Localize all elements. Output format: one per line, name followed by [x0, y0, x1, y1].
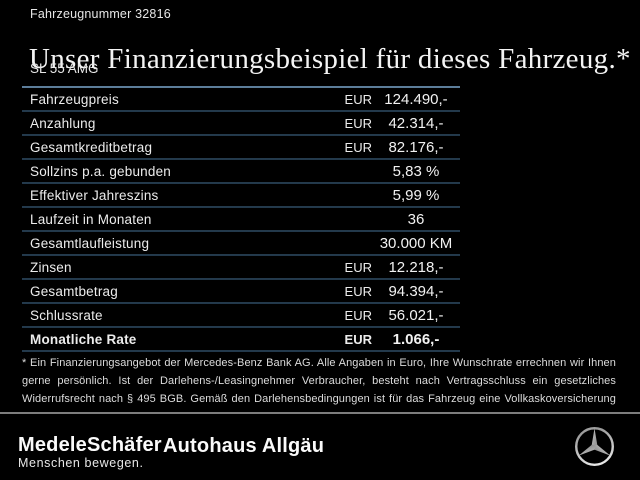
- row-value: 1.066,-: [392, 330, 440, 348]
- table-row: Schlussrate EUR 56.021,-: [22, 304, 460, 328]
- row-value: 94.394,-: [388, 282, 444, 300]
- table-row: Anzahlung EUR 42.314,-: [22, 112, 460, 136]
- table-row-monthly-rate: Monatliche Rate EUR 1.066,-: [22, 328, 460, 352]
- row-value: 36: [407, 210, 425, 228]
- row-label: Fahrzeugpreis: [30, 91, 119, 107]
- row-currency: EUR: [344, 307, 372, 323]
- row-value: 56.021,-: [388, 306, 444, 324]
- row-currency: EUR: [344, 139, 372, 155]
- mercedes-star-icon: [575, 427, 614, 466]
- footer-divider: [0, 412, 640, 414]
- row-currency: EUR: [344, 91, 372, 107]
- row-value: 124.490,-: [384, 90, 448, 108]
- row-currency: EUR: [344, 259, 372, 275]
- row-label: Gesamtlaufleistung: [30, 235, 150, 251]
- row-label: Sollzins p.a. gebunden: [30, 163, 172, 179]
- row-label: Anzahlung: [30, 115, 96, 131]
- financing-table: Fahrzeugpreis EUR 124.490,- Anzahlung EU…: [22, 86, 460, 352]
- page-title: Unser Finanzierungsbeispiel für dieses F…: [29, 43, 631, 76]
- row-label: Effektiver Jahreszins: [30, 187, 159, 203]
- vehicle-model: SL 55 AMG: [30, 61, 99, 76]
- row-value: 30.000 KM: [379, 234, 453, 252]
- table-row: Gesamtlaufleistung 30.000 KM: [22, 232, 460, 256]
- row-label: Gesamtkreditbetrag: [30, 139, 153, 155]
- row-value: 12.218,-: [388, 258, 444, 276]
- row-value: 5,83 %: [392, 162, 440, 180]
- row-currency: EUR: [344, 331, 372, 347]
- dealer-logo-autohaus-allgaeu: Autohaus Allgäu: [163, 435, 325, 457]
- row-label: Laufzeit in Monaten: [30, 211, 152, 227]
- vehicle-number: Fahrzeugnummer 32816: [30, 7, 171, 21]
- dealer-tagline: Menschen bewegen.: [18, 456, 144, 470]
- table-row: Sollzins p.a. gebunden 5,83 %: [22, 160, 460, 184]
- table-row: Gesamtbetrag EUR 94.394,-: [22, 280, 460, 304]
- table-row: Laufzeit in Monaten 36: [22, 208, 460, 232]
- row-label: Gesamtbetrag: [30, 283, 118, 299]
- dealer-logo-medele-schaefer: MedeleSchäfer: [18, 434, 162, 456]
- table-row: Effektiver Jahreszins 5,99 %: [22, 184, 460, 208]
- row-currency: EUR: [344, 115, 372, 131]
- table-row: Gesamtkreditbetrag EUR 82.176,-: [22, 136, 460, 160]
- row-label: Monatliche Rate: [30, 331, 137, 347]
- row-currency: EUR: [344, 283, 372, 299]
- table-row: Fahrzeugpreis EUR 124.490,-: [22, 88, 460, 112]
- footer-bar: MedeleSchäfer Menschen bewegen. Autohaus…: [0, 414, 640, 480]
- row-value: 82.176,-: [388, 138, 444, 156]
- row-value: 42.314,-: [388, 114, 444, 132]
- row-label: Zinsen: [30, 259, 72, 275]
- row-label: Schlussrate: [30, 307, 103, 323]
- row-value: 5,99 %: [392, 186, 440, 204]
- table-row: Zinsen EUR 12.218,-: [22, 256, 460, 280]
